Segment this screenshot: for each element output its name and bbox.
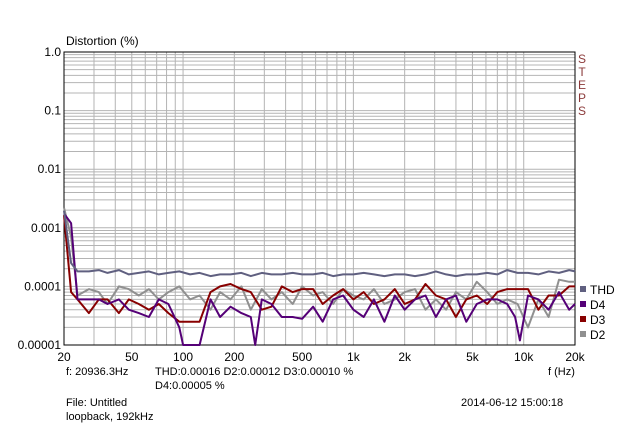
x-tick-label: 1k — [347, 350, 361, 364]
chart-series — [63, 207, 576, 346]
y-tick-labels: 1.0 0.1 0.01 0.001 0.0001 0.00001 — [18, 45, 62, 352]
x-axis-label: f (Hz) — [548, 366, 575, 378]
legend-label-d4: D4 — [590, 298, 606, 312]
y-tick-label: 0.01 — [38, 162, 62, 176]
steps-letter: P — [578, 91, 586, 105]
x-tick-label: 5k — [466, 350, 480, 364]
legend-swatch-thd — [580, 286, 586, 292]
series-line-thd — [63, 210, 576, 278]
steps-letter: T — [578, 65, 586, 79]
y-tick-label: 0.0001 — [24, 279, 61, 293]
plot-frame — [63, 51, 576, 346]
legend-label-d3: D3 — [590, 313, 606, 327]
legend-label-thd: THD — [590, 283, 615, 297]
y-axis-label: Distortion (%) — [66, 34, 139, 48]
timestamp: 2014-06-12 15:00:18 — [461, 397, 564, 409]
legend-swatch-d4 — [580, 301, 586, 307]
legend-swatch-d3 — [580, 316, 586, 322]
x-tick-label: 100 — [173, 350, 193, 364]
legend-label-d2: D2 — [590, 328, 606, 342]
x-tick-label: 20k — [565, 350, 585, 364]
x-tick-label: 2k — [398, 350, 412, 364]
x-tick-label: 200 — [224, 350, 244, 364]
legend-swatch-d2 — [580, 331, 586, 337]
y-tick-label: 1.0 — [44, 45, 61, 59]
x-tick-labels: 20 50 100 200 500 1k 2k 5k 10k 20k — [57, 350, 585, 364]
x-tick-label: 500 — [292, 350, 312, 364]
frequency-readout: f: 20936.3Hz — [66, 366, 129, 378]
steps-letter: S — [578, 104, 586, 118]
steps-letter: S — [578, 52, 586, 66]
y-tick-label: 0.001 — [31, 221, 61, 235]
steps-letter: E — [578, 78, 586, 92]
x-tick-label: 10k — [514, 350, 534, 364]
y-tick-label: 0.1 — [44, 104, 61, 118]
distortion-readout-line1: THD:0.00016 D2:0.00012 D3:0.00010 % — [155, 366, 354, 378]
x-tick-label: 20 — [57, 350, 71, 364]
distortion-readout-line2: D4:0.00005 % — [155, 380, 225, 392]
file-name: File: Untitled — [66, 397, 128, 409]
y-tick-label: 0.00001 — [18, 338, 62, 352]
x-tick-label: 50 — [125, 350, 139, 364]
chart-grid — [64, 52, 575, 345]
series-line-d3 — [63, 215, 575, 323]
series-line-d4 — [63, 213, 576, 346]
measurement-setup: loopback, 192kHz — [66, 411, 154, 423]
